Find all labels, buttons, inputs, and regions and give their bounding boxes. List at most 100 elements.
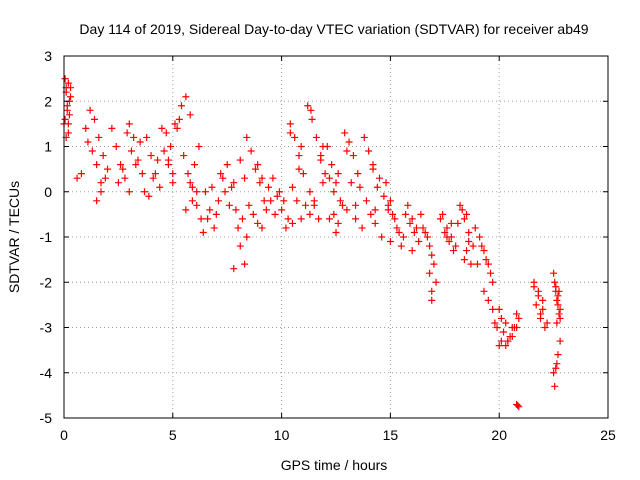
data-point-0-58 bbox=[160, 147, 168, 155]
data-point-0-137 bbox=[308, 115, 316, 123]
data-point-0-193 bbox=[399, 233, 407, 241]
data-point-0-282 bbox=[554, 301, 562, 309]
x-tick-label-3: 15 bbox=[383, 427, 399, 443]
data-point-0-180 bbox=[376, 174, 384, 182]
data-point-0-26 bbox=[101, 174, 109, 182]
data-point-0-226 bbox=[456, 201, 464, 209]
data-point-0-118 bbox=[282, 224, 290, 232]
data-point-0-212 bbox=[428, 287, 436, 295]
data-point-0-249 bbox=[493, 324, 501, 331]
data-point-0-163 bbox=[345, 138, 353, 146]
data-point-0-51 bbox=[154, 156, 162, 164]
data-point-0-297 bbox=[556, 337, 564, 345]
data-point-0-211 bbox=[430, 260, 438, 268]
data-point-0-228 bbox=[465, 228, 473, 236]
data-point-0-184 bbox=[380, 192, 388, 200]
x-tick-label-2: 10 bbox=[274, 427, 290, 443]
data-point-0-145 bbox=[307, 106, 315, 114]
data-point-0-290 bbox=[553, 319, 561, 327]
data-point-0-108 bbox=[249, 210, 257, 218]
data-point-0-213 bbox=[426, 269, 434, 277]
data-point-0-161 bbox=[332, 228, 340, 236]
data-point-0-116 bbox=[273, 192, 281, 200]
data-point-0-223 bbox=[452, 242, 460, 250]
data-point-0-181 bbox=[369, 161, 377, 169]
data-point-0-167 bbox=[347, 179, 355, 187]
data-point-0-256 bbox=[500, 328, 508, 336]
chart-title: Day 114 of 2019, Sidereal Day-to-day VTE… bbox=[79, 21, 588, 37]
data-point-0-61 bbox=[164, 156, 172, 164]
data-point-0-40 bbox=[127, 147, 135, 155]
data-point-0-16 bbox=[77, 170, 85, 178]
data-point-0-82 bbox=[219, 174, 227, 182]
data-point-0-112 bbox=[254, 161, 262, 169]
data-point-0-278 bbox=[530, 283, 538, 291]
x-axis-ticks: 0 5 10 15 20 25 bbox=[60, 56, 616, 443]
data-point-0-95 bbox=[230, 179, 238, 187]
data-point-0-189 bbox=[382, 179, 390, 187]
data-point-0-210 bbox=[426, 242, 434, 250]
data-point-0-246 bbox=[484, 296, 492, 304]
data-point-0-170 bbox=[343, 206, 351, 214]
data-point-0-156 bbox=[334, 219, 342, 227]
data-point-0-68 bbox=[184, 170, 192, 178]
data-point-0-271 bbox=[539, 305, 547, 313]
data-point-0-218 bbox=[450, 247, 458, 255]
data-point-0-36 bbox=[134, 156, 142, 164]
data-point-0-179 bbox=[371, 219, 379, 227]
data-point-0-32 bbox=[117, 161, 125, 169]
data-point-0-11 bbox=[65, 111, 73, 119]
data-point-0-264 bbox=[504, 337, 512, 345]
y-tick-label-3: -2 bbox=[40, 274, 53, 290]
data-point-0-29 bbox=[97, 179, 105, 187]
data-point-0-206 bbox=[423, 233, 431, 241]
data-point-0-173 bbox=[360, 133, 368, 141]
data-point-0-27 bbox=[84, 138, 92, 146]
data-point-0-119 bbox=[271, 210, 279, 218]
data-point-0-277 bbox=[539, 296, 547, 304]
data-point-0-192 bbox=[395, 228, 403, 236]
data-point-0-207 bbox=[428, 251, 436, 259]
data-point-0-127 bbox=[299, 170, 307, 178]
data-point-0-111 bbox=[262, 206, 270, 214]
data-point-0-203 bbox=[408, 247, 416, 255]
data-point-0-268 bbox=[514, 401, 522, 409]
data-point-0-43 bbox=[119, 165, 127, 173]
data-point-0-263 bbox=[497, 314, 505, 322]
data-point-0-125 bbox=[291, 133, 299, 141]
data-point-0-98 bbox=[230, 265, 238, 273]
data-point-0-284 bbox=[551, 278, 559, 286]
data-point-0-93 bbox=[241, 260, 249, 268]
data-point-0-248 bbox=[491, 319, 499, 327]
data-point-0-287 bbox=[552, 283, 560, 291]
data-point-0-159 bbox=[334, 170, 342, 178]
data-point-0-114 bbox=[265, 183, 273, 191]
data-point-0-94 bbox=[225, 201, 233, 209]
data-point-0-120 bbox=[275, 188, 283, 196]
data-point-0-254 bbox=[515, 314, 523, 322]
data-point-0-283 bbox=[556, 314, 564, 322]
data-point-0-56 bbox=[171, 120, 179, 128]
data-point-0-129 bbox=[293, 197, 301, 205]
data-point-0-60 bbox=[169, 179, 177, 187]
data-point-0-12 bbox=[67, 93, 75, 101]
data-point-0-272 bbox=[543, 319, 551, 327]
data-point-0-39 bbox=[123, 129, 131, 137]
data-point-0-126 bbox=[295, 152, 303, 160]
data-point-0-171 bbox=[352, 215, 360, 223]
x-axis-label: GPS time / hours bbox=[281, 457, 388, 473]
data-point-0-84 bbox=[208, 183, 216, 191]
data-point-0-13 bbox=[64, 120, 72, 128]
data-point-0-240 bbox=[484, 260, 492, 268]
data-point-0-251 bbox=[502, 342, 510, 350]
data-point-0-69 bbox=[188, 183, 196, 191]
data-point-0-130 bbox=[297, 215, 305, 223]
data-point-0-208 bbox=[432, 278, 440, 286]
data-point-0-152 bbox=[332, 179, 340, 187]
y-tick-label-0: -5 bbox=[40, 410, 53, 426]
data-point-0-157 bbox=[339, 201, 347, 209]
data-point-0-72 bbox=[182, 206, 190, 214]
data-point-0-22 bbox=[104, 165, 112, 173]
data-point-0-221 bbox=[443, 224, 451, 232]
data-point-0-238 bbox=[476, 233, 484, 241]
